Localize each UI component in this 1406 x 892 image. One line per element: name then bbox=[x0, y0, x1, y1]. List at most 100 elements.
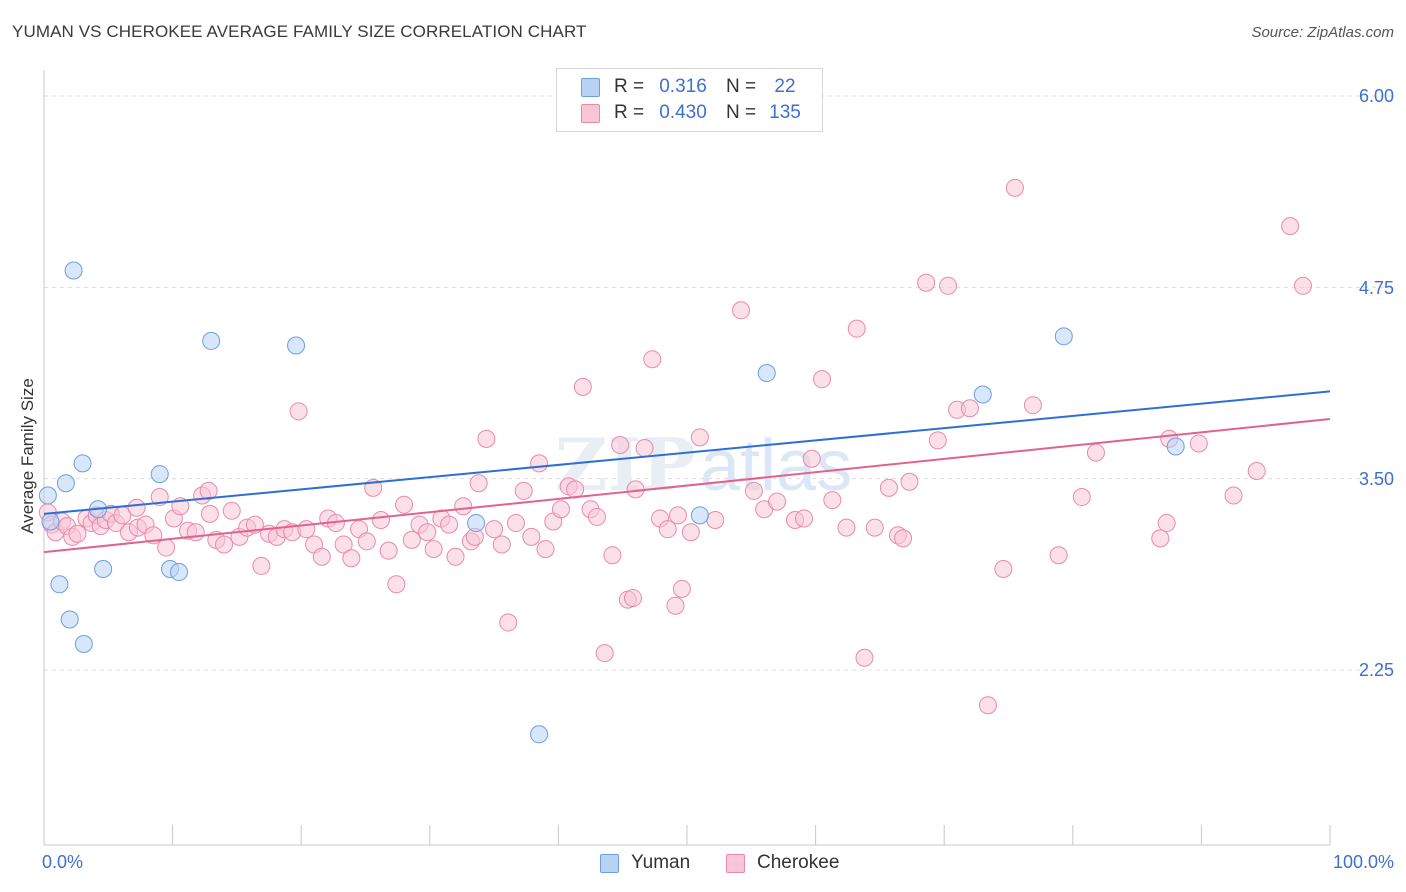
y-axis-label: Average Family Size bbox=[18, 378, 37, 534]
cherokee-point bbox=[1086, 443, 1105, 462]
legend-label-yuman: Yuman bbox=[631, 852, 691, 873]
cherokee-point bbox=[690, 428, 709, 447]
cherokee-point bbox=[186, 523, 205, 542]
r-label: R = bbox=[614, 76, 645, 97]
r-value: 0.316 bbox=[659, 76, 707, 97]
cherokee-point bbox=[960, 399, 979, 418]
n-value: 135 bbox=[769, 102, 801, 123]
cherokee-point bbox=[477, 429, 496, 448]
cherokee-point bbox=[1224, 486, 1243, 505]
cherokee-point bbox=[252, 556, 271, 575]
cherokee-point bbox=[387, 575, 406, 594]
r-label: R = bbox=[614, 102, 645, 123]
cherokee-point bbox=[1293, 276, 1312, 295]
cherokee-point bbox=[312, 547, 331, 566]
yuman-point bbox=[467, 514, 486, 533]
cherokee-point bbox=[732, 301, 751, 320]
cherokee-point bbox=[917, 273, 936, 292]
cherokee-point bbox=[289, 402, 308, 421]
cherokee-point bbox=[1049, 546, 1068, 565]
cherokee-point bbox=[297, 520, 316, 539]
legend-row-yuman: R = 0.316 N = 22 bbox=[581, 75, 806, 99]
axes bbox=[43, 70, 1331, 846]
yuman-swatch bbox=[581, 77, 600, 97]
cherokee-point bbox=[744, 481, 763, 500]
cherokee-point bbox=[611, 435, 630, 454]
cherokee-point bbox=[603, 546, 622, 565]
x-axis-max-label: 100.0% bbox=[1332, 852, 1394, 872]
r-value: 0.430 bbox=[659, 102, 707, 123]
cherokee-point bbox=[536, 540, 555, 559]
cherokee-points bbox=[38, 178, 1312, 715]
x-axis-min-label: 0.0% bbox=[42, 852, 84, 872]
yuman-point bbox=[74, 634, 93, 653]
cherokee-point bbox=[402, 530, 421, 549]
cherokee-point bbox=[768, 492, 787, 511]
y-tick-label: 2.25 bbox=[1358, 660, 1394, 680]
cherokee-point bbox=[1072, 488, 1091, 507]
cherokee-point bbox=[499, 613, 518, 632]
cherokee-point bbox=[68, 524, 87, 543]
yuman-point bbox=[41, 512, 60, 531]
cherokee-point bbox=[635, 439, 654, 458]
cherokee-point bbox=[492, 535, 511, 554]
yuman-point bbox=[73, 454, 92, 473]
legend-row-cherokee: R = 0.430 N = 135 bbox=[581, 101, 806, 125]
cherokee-point bbox=[681, 523, 700, 542]
cherokee-point bbox=[342, 549, 361, 568]
yuman-point bbox=[202, 331, 221, 350]
cherokee-point bbox=[939, 276, 958, 295]
cherokee-swatch bbox=[726, 853, 745, 873]
cherokee-point bbox=[379, 541, 398, 560]
cherokee-point bbox=[157, 538, 176, 557]
cherokee-point bbox=[837, 518, 856, 537]
cherokee-point bbox=[1005, 178, 1024, 197]
cherokee-point bbox=[928, 431, 947, 450]
series-legend: Yuman Cherokee bbox=[0, 852, 1406, 876]
cherokee-point bbox=[485, 520, 504, 539]
cherokee-point bbox=[150, 488, 169, 507]
yuman-point bbox=[757, 364, 776, 383]
cherokee-point bbox=[530, 454, 549, 473]
trend-lines bbox=[43, 390, 1331, 554]
cherokee-point bbox=[672, 579, 691, 598]
yuman-point bbox=[38, 486, 57, 505]
yuman-point bbox=[690, 506, 709, 525]
legend-item-yuman: Yuman bbox=[600, 852, 690, 874]
cherokee-point bbox=[522, 527, 541, 546]
yuman-point bbox=[56, 474, 75, 493]
cherokee-point bbox=[199, 481, 218, 500]
yuman-trend-line bbox=[43, 390, 1331, 515]
yuman-point bbox=[287, 336, 306, 355]
cherokee-point bbox=[1023, 396, 1042, 415]
y-tick-label: 3.50 bbox=[1358, 469, 1394, 489]
cherokee-point bbox=[418, 523, 437, 542]
cherokee-point bbox=[1247, 462, 1266, 481]
cherokee-point bbox=[879, 478, 898, 497]
cherokee-point bbox=[658, 520, 677, 539]
cherokee-point bbox=[855, 648, 874, 667]
cherokee-point bbox=[865, 518, 884, 537]
cherokee-point bbox=[215, 535, 234, 554]
yuman-swatch bbox=[600, 853, 619, 873]
cherokee-point bbox=[334, 535, 353, 554]
yuman-point bbox=[1054, 327, 1073, 346]
cherokee-point bbox=[245, 515, 264, 534]
cherokee-point bbox=[395, 495, 414, 514]
n-label: N = bbox=[726, 102, 757, 123]
cherokee-point bbox=[424, 540, 443, 559]
yuman-point bbox=[170, 563, 189, 582]
y-tick-label: 6.00 bbox=[1358, 86, 1394, 106]
yuman-point bbox=[64, 261, 83, 280]
cherokee-point bbox=[802, 449, 821, 468]
cherokee-point bbox=[551, 500, 570, 519]
cherokee-point bbox=[795, 509, 814, 528]
grid-lines bbox=[44, 95, 1392, 671]
cherokee-point bbox=[994, 559, 1013, 578]
legend-label-cherokee: Cherokee bbox=[757, 852, 840, 873]
cherokee-point bbox=[595, 644, 614, 663]
legend-item-cherokee: Cherokee bbox=[726, 852, 839, 874]
cherokee-point bbox=[440, 515, 459, 534]
yuman-point bbox=[150, 465, 169, 484]
